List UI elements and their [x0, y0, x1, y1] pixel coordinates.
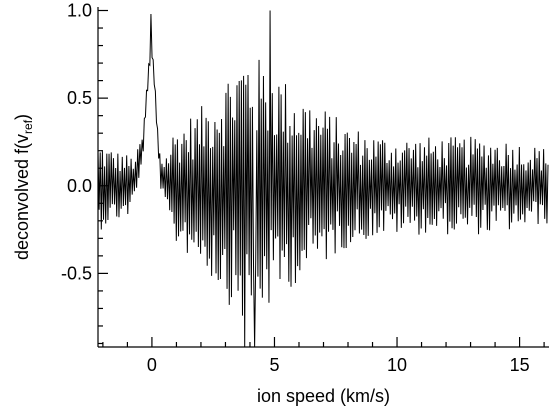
series-line-deconvolved-f	[98, 10, 549, 347]
y-tick-label: 1.0	[67, 1, 92, 21]
x-tick-label: 10	[387, 355, 407, 375]
y-axis-label: deconvolved f(vref)	[12, 114, 35, 260]
x-tick-label: 15	[510, 355, 530, 375]
y-tick-label: -0.5	[61, 263, 92, 283]
x-axis-label: ion speed (km/s)	[257, 386, 390, 406]
plot-area	[98, 10, 549, 347]
y-axis-label-close: )	[12, 114, 32, 120]
x-tick-label: 5	[269, 355, 279, 375]
y-axis-label-main: deconvolved f(v	[12, 134, 32, 260]
y-tick-label: 0.0	[67, 176, 92, 196]
y-tick-label: 0.5	[67, 88, 92, 108]
axes-layer: 0 5 10 15 -0.5 0.0 0.5 1.0	[61, 1, 549, 375]
x-tick-label: 0	[147, 355, 157, 375]
y-axis-label-subscript: ref	[21, 119, 35, 134]
